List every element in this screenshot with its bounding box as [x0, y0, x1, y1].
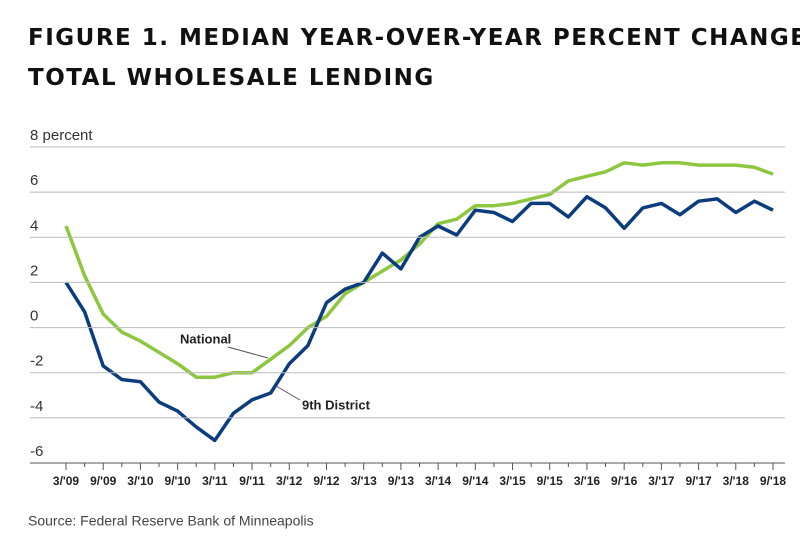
x-tick-label: 3/'13 [351, 474, 378, 488]
x-tick-label: 3/'15 [499, 474, 526, 488]
x-tick-label: 3/'09 [53, 474, 80, 488]
y-tick-label: -4 [30, 398, 43, 415]
y-tick-label: 6 [30, 172, 38, 189]
chart-title: FIGURE 1. MEDIAN YEAR-OVER-YEAR PERCENT … [28, 25, 800, 91]
x-tick-label: 9/'16 [611, 474, 638, 488]
series-label: 9th District [302, 397, 371, 412]
x-tick-label: 3/'18 [723, 474, 750, 488]
y-tick-label: -2 [30, 353, 43, 370]
y-tick-label: 0 [30, 308, 38, 325]
x-tick-label: 9/'13 [388, 474, 415, 488]
x-tick-label: 9/'12 [313, 474, 340, 488]
x-tick-label: 9/'17 [685, 474, 712, 488]
y-tick-label: 4 [30, 217, 38, 234]
x-tick-label: 9/'18 [760, 474, 787, 488]
series-line [64, 161, 774, 379]
x-tick-label: 3/'10 [127, 474, 154, 488]
source: Source: Federal Reserve Bank of Minneapo… [28, 513, 314, 529]
x-tick-label: 3/'16 [574, 474, 601, 488]
x-tick-label: 9/'15 [537, 474, 564, 488]
x-tick-label: 3/'14 [425, 474, 452, 488]
y-tick-label: 2 [30, 262, 38, 279]
leader-line [275, 385, 301, 401]
series-label: National [180, 331, 231, 346]
x-tick-label: 3/'11 [202, 474, 228, 488]
leader-line [227, 346, 269, 359]
x-tick-label: 9/'11 [239, 474, 265, 488]
x-tick-label: 3/'12 [276, 474, 303, 488]
x-tick-label: 9/'14 [462, 474, 489, 488]
y-tick-label: 8 percent [30, 127, 93, 144]
series-line [64, 194, 774, 443]
y-tick-label: -6 [30, 443, 43, 460]
x-tick-label: 9/'10 [165, 474, 192, 488]
x-tick-label: 3/'17 [648, 474, 675, 488]
plot [64, 161, 774, 443]
x-tick-label: 9/'09 [90, 474, 117, 488]
